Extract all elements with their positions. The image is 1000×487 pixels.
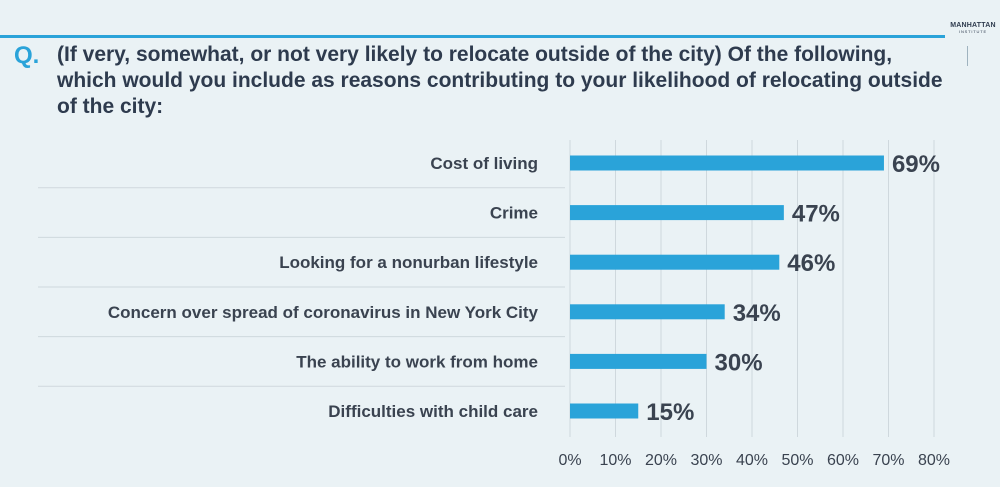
question-text: (If very, somewhat, or not very likely t… (57, 43, 943, 118)
value-label: 34% (733, 300, 781, 327)
x-tick-label: 30% (690, 452, 722, 469)
bar (570, 205, 784, 221)
question-prefix: Q. (14, 42, 40, 69)
logo-divider (967, 46, 968, 66)
x-tick-label: 0% (558, 452, 581, 469)
x-tick-label: 70% (872, 452, 904, 469)
x-tick-label: 40% (736, 452, 768, 469)
value-label: 46% (787, 250, 835, 277)
x-tick-label: 80% (918, 452, 950, 469)
category-label: The ability to work from home (296, 352, 538, 371)
x-tick-label: 10% (599, 452, 631, 469)
value-label: 30% (715, 349, 763, 376)
manhattan-institute-logo: MANHATTAN INSTITUTE (946, 22, 1000, 34)
header-rule (0, 35, 945, 38)
value-label: 47% (792, 201, 840, 228)
bar (570, 304, 725, 320)
x-tick-label: 20% (645, 452, 677, 469)
x-tick-label: 50% (781, 452, 813, 469)
category-label: Crime (490, 204, 538, 223)
logo-line2: INSTITUTE (959, 29, 987, 34)
bar (570, 254, 780, 270)
category-label: Cost of living (430, 154, 538, 173)
value-label: 15% (646, 399, 694, 426)
value-label: 69% (892, 151, 940, 178)
logo-line1: MANHATTAN (950, 22, 996, 29)
category-label: Looking for a nonurban lifestyle (279, 253, 538, 272)
x-tick-label: 60% (827, 452, 859, 469)
bar (570, 155, 884, 171)
bar (570, 353, 707, 369)
category-label: Concern over spread of coronavirus in Ne… (108, 303, 539, 322)
category-label: Difficulties with child care (328, 402, 538, 421)
bar (570, 403, 639, 419)
